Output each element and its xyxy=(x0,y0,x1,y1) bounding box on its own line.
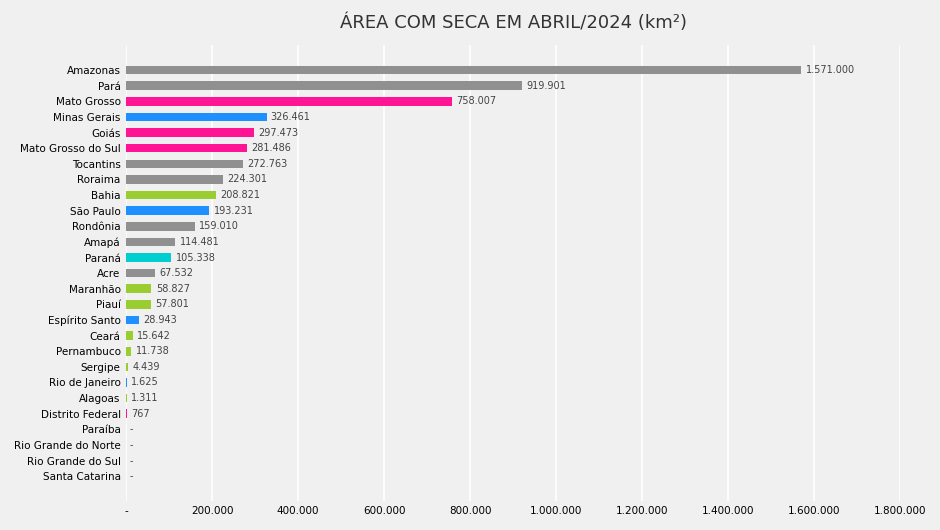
Text: 58.827: 58.827 xyxy=(156,284,190,294)
Bar xyxy=(126,160,243,168)
Text: -: - xyxy=(130,425,133,435)
Text: 57.801: 57.801 xyxy=(155,299,189,310)
Text: 297.473: 297.473 xyxy=(258,128,299,138)
Bar xyxy=(126,347,132,356)
Bar xyxy=(126,175,223,184)
Bar xyxy=(126,66,802,74)
Text: 193.231: 193.231 xyxy=(213,206,254,216)
Text: 767: 767 xyxy=(131,409,149,419)
Bar xyxy=(126,82,522,90)
Text: 208.821: 208.821 xyxy=(220,190,260,200)
Text: 919.901: 919.901 xyxy=(525,81,566,91)
Text: 272.763: 272.763 xyxy=(248,159,288,169)
Text: 114.481: 114.481 xyxy=(180,237,219,247)
Text: 758.007: 758.007 xyxy=(456,96,496,107)
Bar xyxy=(126,300,151,308)
Text: 159.010: 159.010 xyxy=(199,222,239,231)
Text: 28.943: 28.943 xyxy=(143,315,177,325)
Text: -: - xyxy=(130,440,133,450)
Text: -: - xyxy=(130,471,133,481)
Bar xyxy=(126,222,195,231)
Bar xyxy=(126,206,210,215)
Bar xyxy=(126,269,155,277)
Text: 67.532: 67.532 xyxy=(160,268,194,278)
Bar xyxy=(126,144,247,153)
Text: 15.642: 15.642 xyxy=(137,331,171,341)
Text: 326.461: 326.461 xyxy=(271,112,311,122)
Text: 224.301: 224.301 xyxy=(227,174,267,184)
Bar xyxy=(126,253,171,262)
Bar xyxy=(126,285,151,293)
Text: 105.338: 105.338 xyxy=(176,252,215,262)
Bar xyxy=(126,316,138,324)
Text: 1.625: 1.625 xyxy=(132,377,159,387)
Bar xyxy=(126,363,128,371)
Text: 1.571.000: 1.571.000 xyxy=(806,65,854,75)
Text: 4.439: 4.439 xyxy=(133,362,160,372)
Bar xyxy=(126,237,176,246)
Text: 281.486: 281.486 xyxy=(252,143,291,153)
Text: 11.738: 11.738 xyxy=(135,346,169,356)
Bar xyxy=(126,113,267,121)
Title: ÁREA COM SECA EM ABRIL/2024 (km²): ÁREA COM SECA EM ABRIL/2024 (km²) xyxy=(339,14,686,32)
Bar xyxy=(126,97,452,105)
Bar xyxy=(126,191,216,199)
Text: -: - xyxy=(130,456,133,465)
Bar xyxy=(126,128,254,137)
Text: 1.311: 1.311 xyxy=(131,393,159,403)
Bar xyxy=(126,331,133,340)
